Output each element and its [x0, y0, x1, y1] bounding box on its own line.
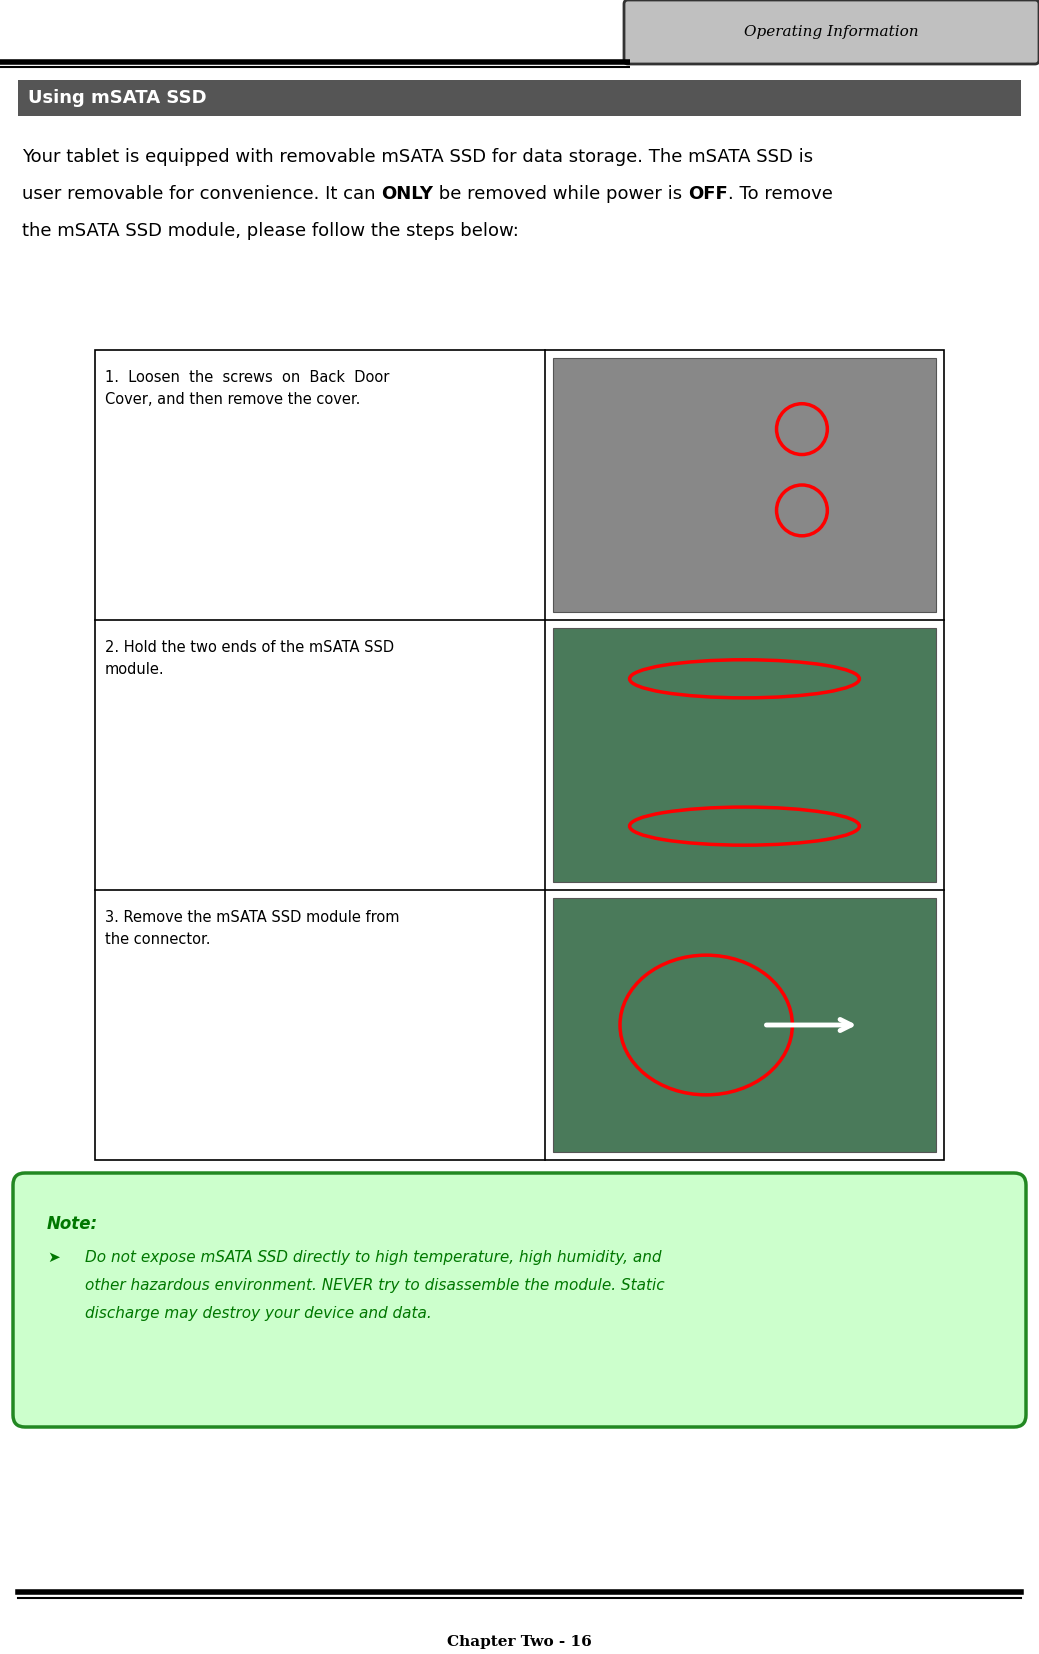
Text: ONLY: ONLY — [381, 185, 433, 203]
Text: Cover, and then remove the cover.: Cover, and then remove the cover. — [105, 392, 361, 407]
FancyBboxPatch shape — [624, 0, 1039, 65]
Text: ➤: ➤ — [47, 1250, 60, 1265]
Text: discharge may destroy your device and data.: discharge may destroy your device and da… — [85, 1307, 432, 1322]
Text: 2. Hold the two ends of the mSATA SSD: 2. Hold the two ends of the mSATA SSD — [105, 640, 394, 655]
Text: . To remove: . To remove — [728, 185, 832, 203]
Text: 3. Remove the mSATA SSD module from: 3. Remove the mSATA SSD module from — [105, 910, 400, 925]
Text: Chapter Two - 16: Chapter Two - 16 — [447, 1636, 592, 1649]
Text: Your tablet is equipped with removable mSATA SSD for data storage. The mSATA SSD: Your tablet is equipped with removable m… — [22, 147, 814, 165]
Text: other hazardous environment. NEVER try to disassemble the module. Static: other hazardous environment. NEVER try t… — [85, 1279, 665, 1293]
Bar — [18, 79, 1021, 116]
Bar — [95, 351, 944, 1159]
Bar — [553, 898, 936, 1151]
Text: Using mSATA SSD: Using mSATA SSD — [28, 89, 207, 108]
Text: be removed while power is: be removed while power is — [433, 185, 688, 203]
Text: 1.  Loosen  the  screws  on  Back  Door: 1. Loosen the screws on Back Door — [105, 370, 390, 385]
Text: the mSATA SSD module, please follow the steps below:: the mSATA SSD module, please follow the … — [22, 222, 518, 240]
Text: Note:: Note: — [47, 1216, 98, 1232]
Text: module.: module. — [105, 662, 164, 676]
Text: the connector.: the connector. — [105, 931, 211, 948]
Bar — [553, 629, 936, 882]
Text: Do not expose mSATA SSD directly to high temperature, high humidity, and: Do not expose mSATA SSD directly to high… — [85, 1250, 662, 1265]
Text: user removable for convenience. It can: user removable for convenience. It can — [22, 185, 381, 203]
Bar — [553, 357, 936, 612]
FancyBboxPatch shape — [14, 1173, 1025, 1427]
Text: Operating Information: Operating Information — [744, 25, 918, 40]
Text: OFF: OFF — [688, 185, 728, 203]
